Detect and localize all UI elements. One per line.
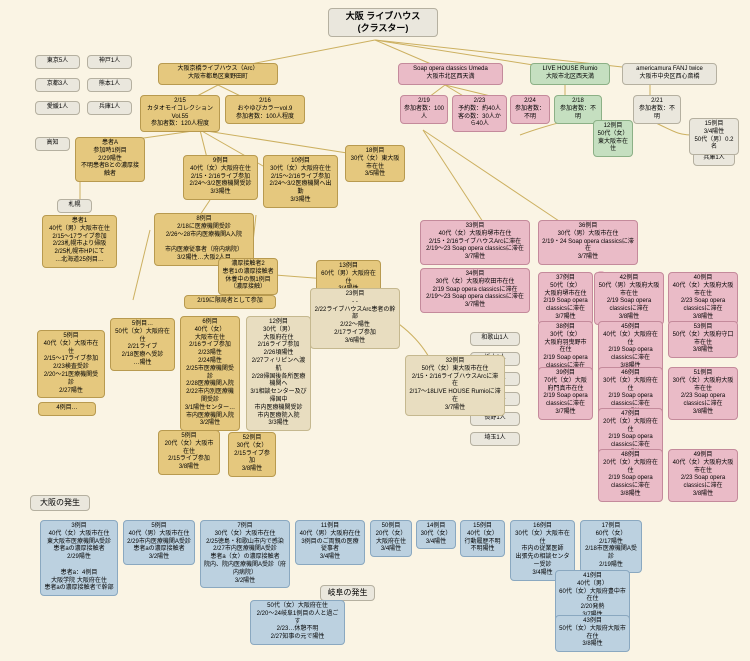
case-densho: 濃厚接触者2 患者1の濃厚接触者 休養中の親1例目 （濃厚接触） — [218, 258, 278, 295]
case-15: 15例目 3/4陽性 50代（男）0.2名 — [689, 118, 739, 155]
osaka-15: 15例目 40代（女） 行動履歴不明 不明陽性 — [460, 520, 505, 557]
root-l1: 大阪 ライブハウス — [332, 11, 434, 23]
case-37: 37例目 50代（女） 大阪府堺市在住 2/19 Soap opera clas… — [538, 272, 593, 325]
label-219: 2/19に限局者として参加 — [184, 295, 276, 309]
osaka-title: 大阪の発生 — [30, 495, 90, 511]
osaka-17: 17例目 60代（女） 2/17陽性 2/18市医療機関A受診 2/19陽性 — [580, 520, 642, 573]
region-wakayama: 和歌山1人 — [470, 332, 520, 346]
cluster-root: 大阪 ライブハウス (クラスター) — [328, 8, 438, 37]
venue-soap-name: Soap opera classics Umeda — [402, 66, 499, 74]
root-l2: (クラスター) — [332, 23, 434, 35]
e221-l1: 参加者数：不明 — [637, 106, 677, 122]
case-kanjaA: 患者A 参加時1例目 2/29陽性 不明患者Bとの濃厚接触者 — [75, 137, 145, 182]
venue-fanj-name: americamura FANJ twice — [626, 66, 713, 74]
case-18: 18例目 30代（女）東大阪市在住 3/5陽性 — [345, 145, 405, 182]
case-53: 53例目 50代（女）大阪府守口市在住 3/8陽性 — [668, 321, 738, 358]
e223-l1: 予約数：約40人 — [456, 106, 503, 114]
case-6: 6例目 40代（女） 大阪市在住 2/16ライブ参加 2/23陽性 2/24陽性… — [180, 316, 240, 431]
e216-attend: 参加者数：100人程度 — [229, 114, 301, 122]
case-39: 39例目 70代（女）大阪府門真市在住 2/19 Soap opera clas… — [538, 367, 593, 420]
case-23: 23例目 - - 2/22ライブハウスArc患者の幹部 2/22〜陽性 2/17… — [310, 288, 400, 349]
e219-l1: 参加者数：100人 — [404, 106, 444, 122]
e223-l2: 客の数：30人から40人 — [456, 114, 503, 130]
e219-date: 2/19 — [404, 98, 444, 106]
case-5b: 5例目… 50代（女）大阪府在住 2/21ライブ 2/18医療へ受診 …陽性 — [110, 318, 175, 371]
venue-fanj: americamura FANJ twice 大阪市中央区西心斎橋 — [622, 63, 717, 85]
event-223: 2/23 予約数：約40人 客の数：30人から40人 — [452, 95, 507, 132]
case-52: 52例目 30代（女） 2/15ライブ参加 3/8陽性 — [228, 432, 276, 477]
e215-date: 2/15 — [144, 98, 216, 106]
case-12tan: 12例目 30代（男） 大阪府在住 2/16ライブ参加 2/26頃陽性 2/27… — [246, 316, 311, 431]
case-5T: 5例目 20代（女）大阪市在住 2/15ライブ参加 3/8陽性 — [158, 430, 220, 475]
case-40: 40例目 40代（女）大阪府大阪市在住 2/23 Soap opera clas… — [668, 272, 738, 325]
gifu-title: 岐阜の発生 — [320, 585, 375, 601]
case-36: 36例目 30代（男）大阪市在住 2/19・24 Soap opera clas… — [538, 220, 638, 265]
event-224: 2/24 参加者数：不明 — [510, 95, 550, 124]
case-32: 32例目 50代（女）東大阪市在住 2/15・2/16ライブハウスArcに滞在 … — [405, 355, 505, 416]
case-9: 9例目 40代（女）大阪府在住 2/15・2/16ライブ参加 2/24〜3/2医… — [183, 155, 258, 200]
region-sapporo: 札幌 — [57, 199, 92, 213]
gifu-1: 50代（女）大阪府在住 2/20〜24岐阜1例目の人と過ごす 2/23…休憩不明… — [250, 600, 345, 645]
case-42: 42例目 50代（男）大阪府大阪市在住 2/19 Soap opera clas… — [594, 272, 664, 325]
e215-name: カタオモイコレクション Vol.55 — [144, 106, 216, 122]
venue-rumio: LIVE HOUSE Rumio 大阪市北区西天満 — [530, 63, 610, 85]
venue-arc-name: 大阪京橋ライブハウス（Arc） — [162, 66, 274, 74]
event-221: 2/21 参加者数：不明 — [633, 95, 681, 124]
case-33a: 33例目 40代（女）大阪府堺市在住 2/15・2/16ライブハウスArcに滞在… — [420, 220, 530, 265]
region-ehime: 愛媛1人 — [35, 101, 80, 115]
e221-date: 2/21 — [637, 98, 677, 106]
osaka-7: 7例目 30代（女）大阪市在住 2/25徳島・和歌山市内で感染 2/27市内医療… — [200, 520, 290, 588]
region-kyoto: 京都3人 — [35, 78, 80, 92]
case-4: 4例目… — [38, 402, 96, 416]
venue-soap-sub: 大阪市北区西天満 — [402, 74, 499, 82]
venue-fanj-sub: 大阪市中央区西心斎橋 — [626, 74, 713, 82]
venue-rumio-sub: 大阪市北区西天満 — [534, 74, 606, 82]
e218-date: 2/18 — [558, 98, 598, 106]
region-tokyo: 東京5人 — [35, 55, 80, 69]
e224-date: 2/24 — [514, 98, 546, 106]
case-51: 51例目 30代（女）大阪府大阪市在住 2/23 Soap opera clas… — [668, 367, 738, 420]
osaka-50: 50例目 20代（女） 大阪府在住 3/4陽性 — [370, 520, 412, 557]
case-48: 48例目 20代（女）大阪府在住 2/19 Soap opera classic… — [598, 449, 663, 502]
venue-rumio-name: LIVE HOUSE Rumio — [534, 66, 606, 74]
region-kochi: 高知 — [35, 137, 70, 151]
osaka-14: 14例目 30代（女） 3/4陽性 — [416, 520, 456, 549]
osaka-5: 5例目 40代（男）大阪市在住 2/29市内医療機関A受診 患者aの濃厚接触者 … — [123, 520, 195, 565]
event-215: 2/15 カタオモイコレクション Vol.55 参加者数：120人程度 — [140, 95, 220, 132]
region-saitama: 埼玉1人 — [470, 432, 520, 446]
case-34: 34例目 30代（女）大阪府吹田市在住 2/19 Soap opera clas… — [420, 268, 530, 313]
venue-arc: 大阪京橋ライブハウス（Arc） 大阪市都島区東野田町 — [158, 63, 278, 85]
osaka-11: 11例目 40代（男）大阪府在住 3例目のご両親の医療従事者 3/4陽性 — [295, 520, 365, 565]
case-120: 12例目 50代（女） 東大阪市在住 — [593, 120, 633, 157]
case-45: 45例目 40代（女）大阪府在住 2/19 Soap opera classic… — [598, 321, 663, 374]
case-10: 10例目 30代（女）大阪府在住 2/15〜2/16ライブ参加 2/24〜3/2… — [263, 155, 338, 208]
region-kumamoto: 熊本1人 — [87, 78, 132, 92]
case-kanja1: 患者1 40代（男）大阪市在住 2/15〜17ライブ参加 2/23札幌市より帰阪… — [42, 215, 117, 268]
osaka-43: 43例目 50代（女）大阪府大阪市在住 3/8陽性 — [555, 615, 630, 652]
venue-soap: Soap opera classics Umeda 大阪市北区西天満 — [398, 63, 503, 85]
e216-name: おやゆびカラーvol.9 — [229, 106, 301, 114]
event-219: 2/19 参加者数：100人 — [400, 95, 448, 124]
e216-date: 2/16 — [229, 98, 301, 106]
region-kobe: 神戸1人 — [87, 55, 132, 69]
event-216: 2/16 おやゆびカラーvol.9 参加者数：100人程度 — [225, 95, 305, 124]
e224-l1: 参加者数：不明 — [514, 106, 546, 122]
e223-date: 2/23 — [456, 98, 503, 106]
e215-attend: 参加者数：120人程度 — [144, 121, 216, 129]
region-hyogo: 兵庫1人 — [87, 101, 132, 115]
case-49: 49例目 40代（女）大阪府大阪市在住 2/23 Soap opera clas… — [668, 449, 738, 502]
e218-l1: 参加者数：不明 — [558, 106, 598, 122]
osaka-3: 3例目 40代（女）大阪市在住 東大阪市医療機関A受診 患者aの濃厚接触者 2/… — [40, 520, 118, 596]
case-5: 5例目 40代（女）大阪市在住 2/15〜17ライブ参加 2/23検査受診 2/… — [37, 330, 105, 398]
venue-arc-sub: 大阪市都島区東野田町 — [162, 74, 274, 82]
